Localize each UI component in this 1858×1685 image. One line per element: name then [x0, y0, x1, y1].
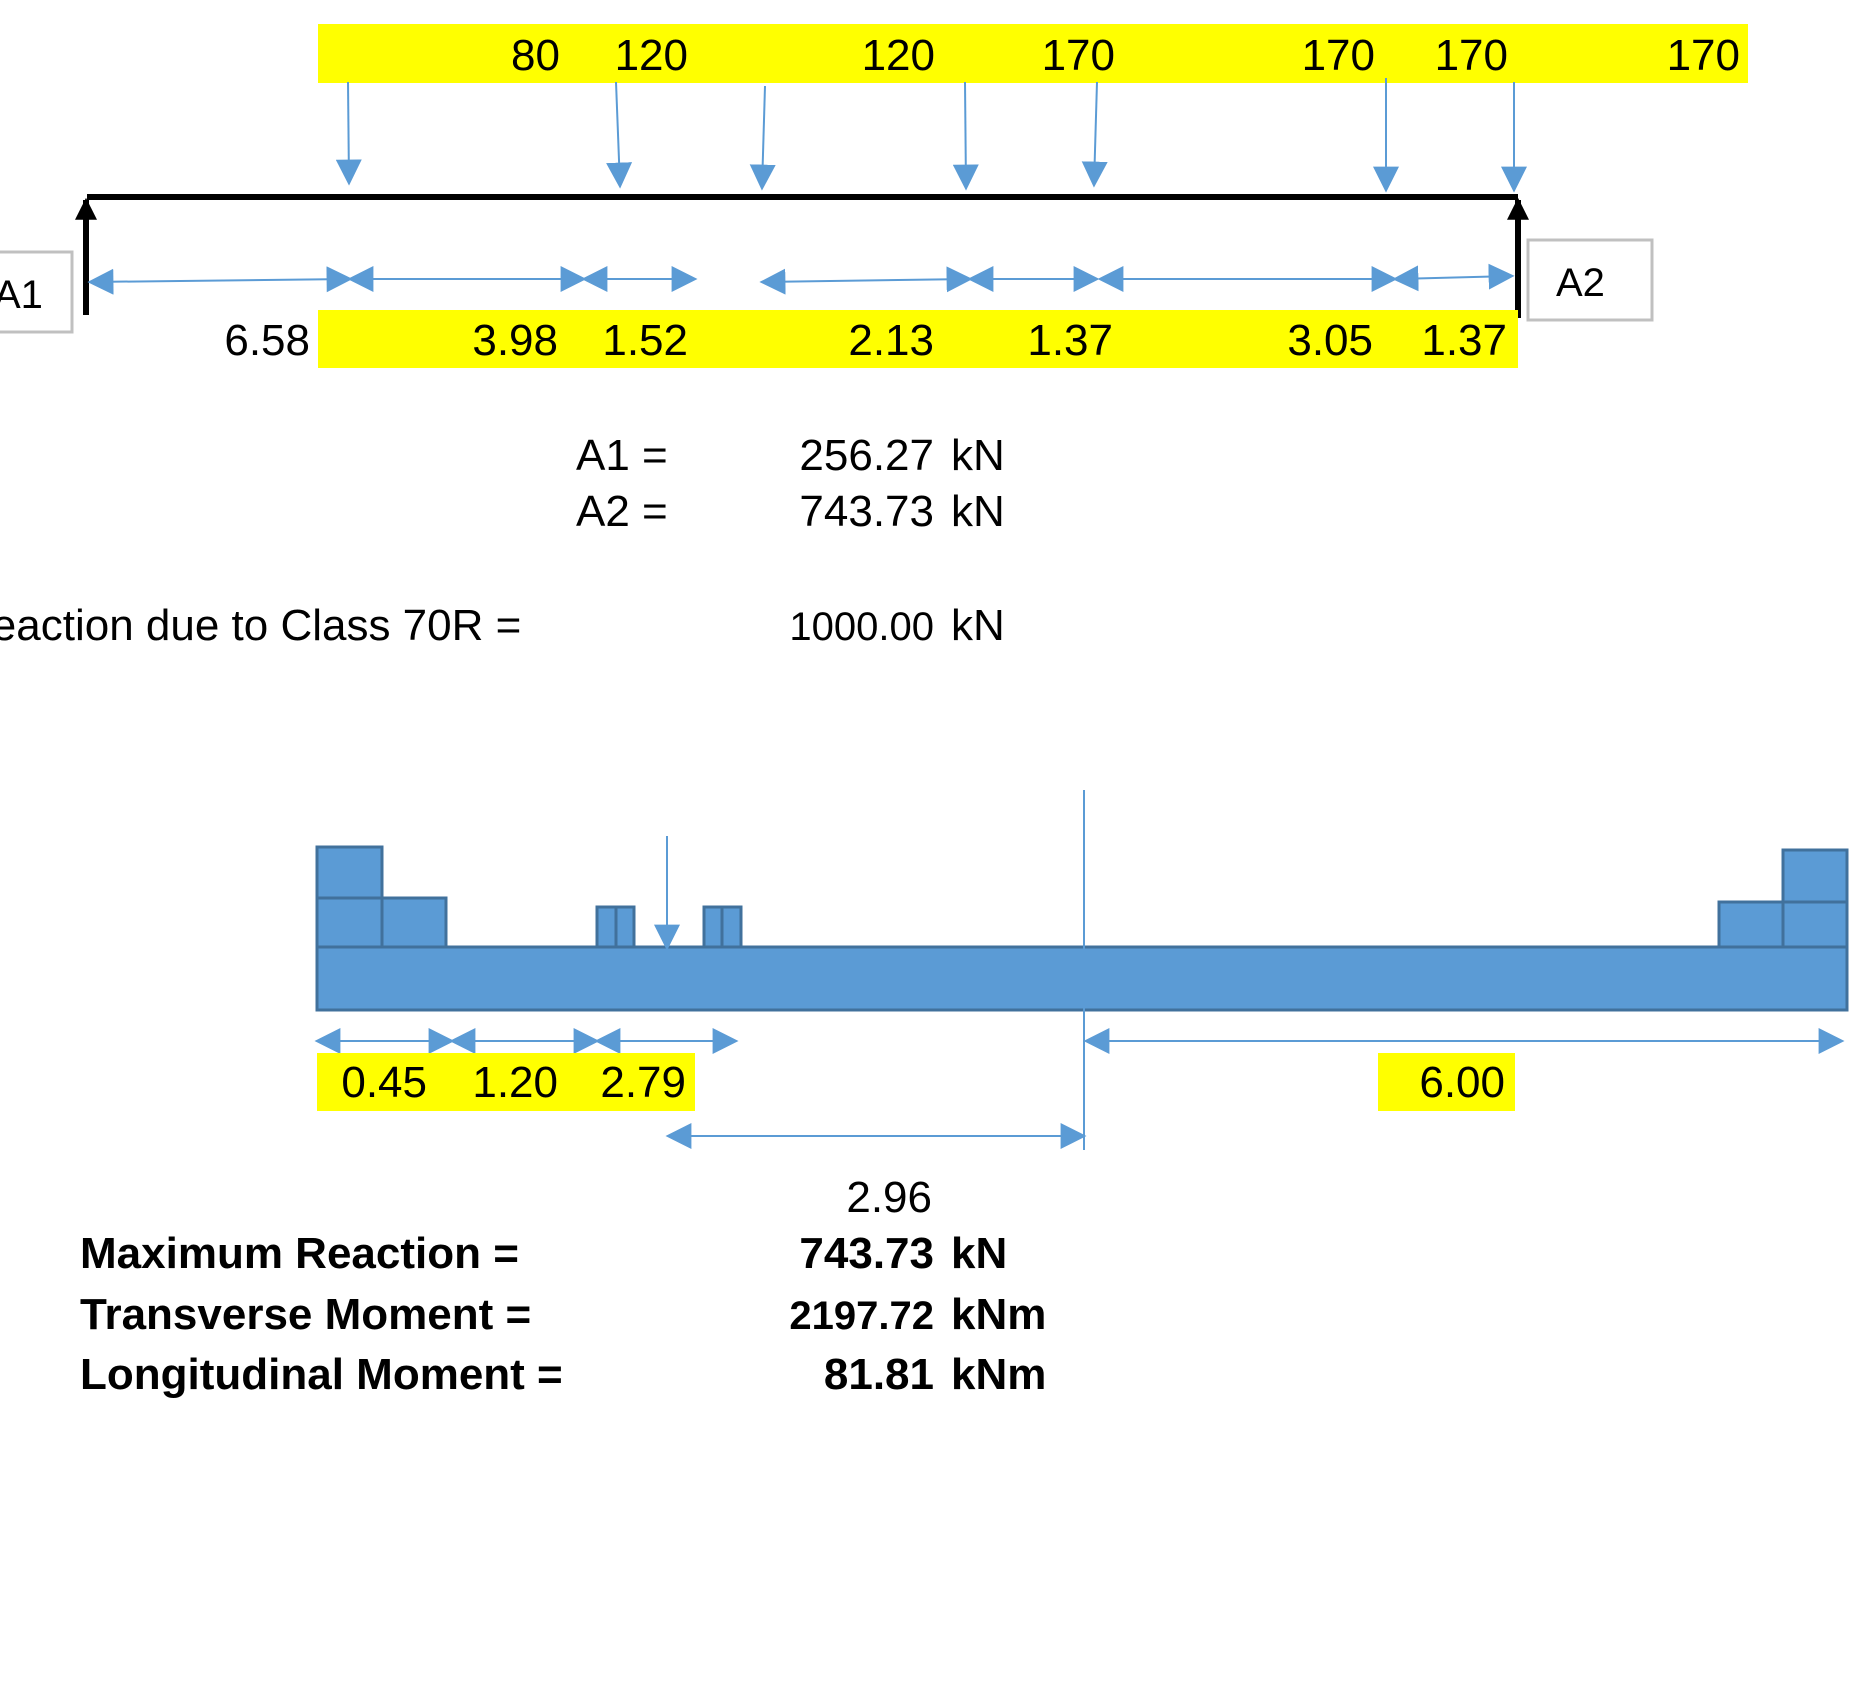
- deck-slab: [315, 945, 1849, 1012]
- load-arrow: [952, 81, 979, 191]
- load-value: 170: [1435, 31, 1508, 80]
- result-value: 2197.72: [789, 1294, 934, 1338]
- load-arrow: [1081, 81, 1108, 188]
- span-dim-arrow: [87, 266, 353, 295]
- span-value: 3.98: [472, 316, 558, 365]
- span-value: 6.58: [224, 316, 310, 365]
- load-arrow: [606, 81, 633, 189]
- load-value: 120: [862, 31, 935, 80]
- total-reaction-value: 1000.00: [789, 605, 934, 649]
- load-values-band: [318, 24, 1748, 83]
- span-value: 3.05: [1287, 316, 1373, 365]
- span-value: 1.52: [602, 316, 688, 365]
- result-label: Longitudinal Moment =: [80, 1350, 563, 1399]
- span-values-band: [318, 310, 1518, 368]
- result-unit: kNm: [951, 1290, 1046, 1339]
- left-kerb-lower: [380, 896, 448, 949]
- transverse-dim-value: 6.00: [1419, 1058, 1505, 1107]
- load-arrow: [335, 81, 362, 186]
- reaction-unit: kN: [951, 431, 1005, 480]
- deck-cross-section: [315, 845, 1849, 1012]
- transverse-dim-value: 1.20: [472, 1058, 558, 1107]
- eccentricity-value: 2.96: [846, 1173, 932, 1222]
- load-value: 170: [1042, 31, 1115, 80]
- support-label-left: A1: [0, 273, 43, 317]
- result-unit: kNm: [951, 1350, 1046, 1399]
- result-label: Maximum Reaction =: [80, 1229, 519, 1278]
- support-label-right: A2: [1556, 261, 1605, 305]
- span-value: 1.37: [1027, 316, 1113, 365]
- right-kerb-lower: [1717, 900, 1785, 949]
- reaction-unit: kN: [951, 487, 1005, 536]
- span-dim-arrow: [1392, 263, 1515, 292]
- span-value: 1.37: [1421, 316, 1507, 365]
- load-arrow: [749, 85, 776, 191]
- reaction-label: A2 =: [576, 487, 668, 536]
- reaction-value: 256.27: [799, 431, 934, 480]
- result-unit: kN: [951, 1229, 1007, 1278]
- load-value: 120: [615, 31, 688, 80]
- load-value: 80: [511, 31, 560, 80]
- support-box-left: [0, 250, 74, 334]
- result-value: 743.73: [799, 1229, 934, 1278]
- result-label: Transverse Moment =: [80, 1290, 531, 1339]
- transverse-values-band: [317, 1053, 695, 1111]
- transverse-dim-value: 0.45: [341, 1058, 427, 1107]
- transverse-dim-value: 2.79: [600, 1058, 686, 1107]
- reaction-value: 743.73: [799, 487, 934, 536]
- result-value: 81.81: [824, 1350, 934, 1399]
- right-kerb-upper: [1781, 848, 1849, 949]
- total-reaction-label: Reaction due to Class 70R =: [0, 601, 521, 650]
- total-reaction-unit: kN: [951, 601, 1005, 650]
- span-dim-arrow: [759, 266, 973, 295]
- load-value: 170: [1667, 31, 1740, 80]
- reaction-label: A1 =: [576, 431, 668, 480]
- span-value: 2.13: [848, 316, 934, 365]
- transverse-value-band-right: [1378, 1053, 1515, 1111]
- support-box-right: [1526, 238, 1654, 322]
- load-value: 170: [1302, 31, 1375, 80]
